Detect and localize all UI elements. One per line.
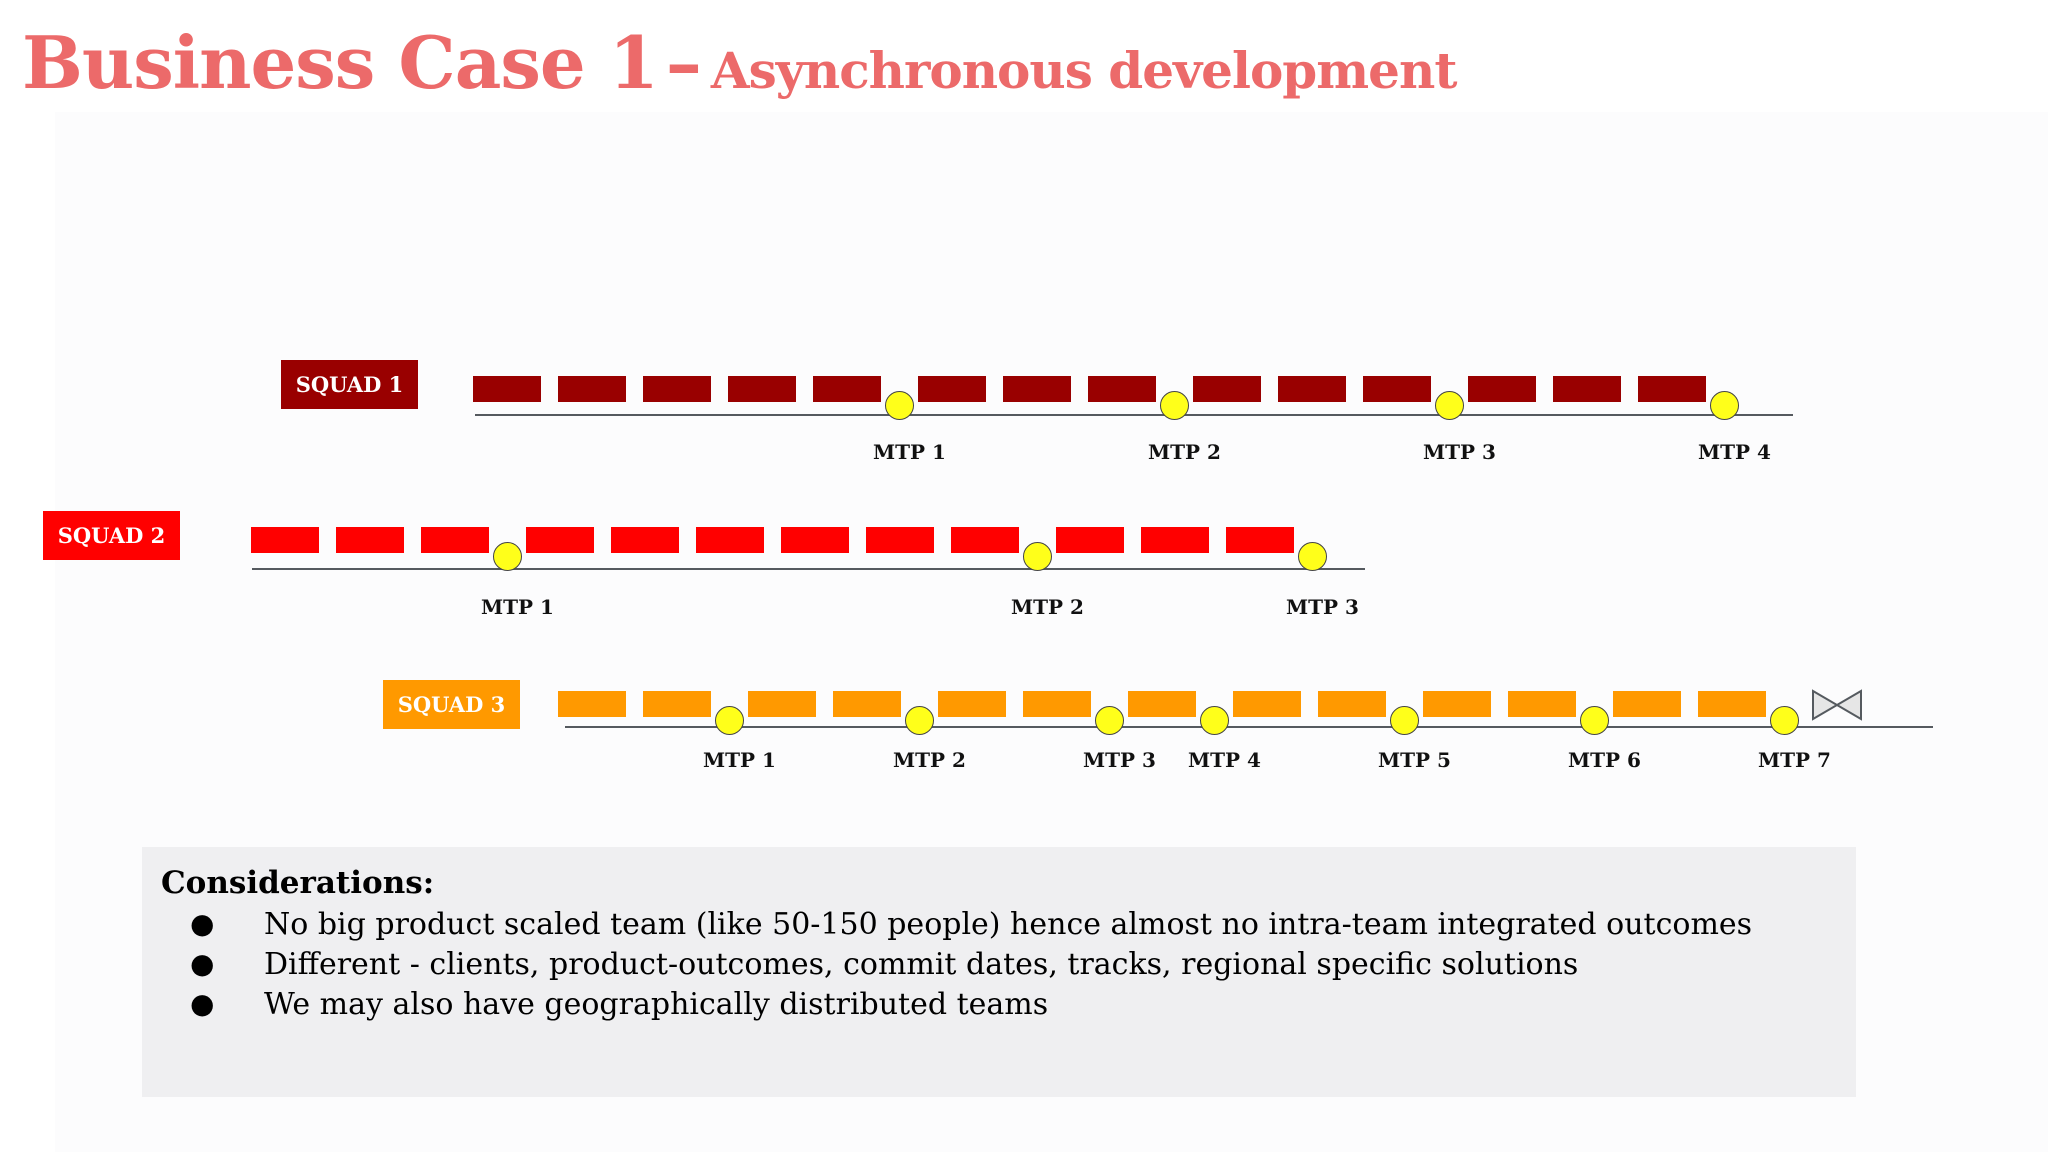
milestone-dot [1390, 705, 1419, 735]
sprint-block [1508, 691, 1576, 717]
milestone-label: MTP 5 [1378, 748, 1451, 772]
sprint-block [643, 691, 711, 717]
considerations-list: ● No big product scaled team (like 50-15… [142, 907, 1856, 1027]
milestone-label: MTP 6 [1568, 748, 1641, 772]
milestone-label: MTP 7 [1758, 748, 1831, 772]
squad-badge: SQUAD 2 [43, 511, 180, 560]
sprint-block [1553, 376, 1621, 402]
title-separator: – [665, 20, 702, 105]
sprint-block [1698, 691, 1766, 717]
timeline-axis [565, 726, 1933, 728]
sprint-block [1193, 376, 1261, 402]
sprint-block [1468, 376, 1536, 402]
sprint-block [951, 527, 1019, 553]
sprint-block [1056, 527, 1124, 553]
sprint-block [1423, 691, 1491, 717]
bowtie-icon [1812, 689, 1862, 721]
consideration-item: ● Different - clients, product-outcomes,… [142, 947, 1856, 987]
milestone-dot [1580, 705, 1609, 735]
sprint-block [696, 527, 764, 553]
milestone-label: MTP 3 [1286, 595, 1359, 619]
sprint-block [748, 691, 816, 717]
sprint-block [1638, 376, 1706, 402]
sprint-block [421, 527, 489, 553]
consideration-text: Different - clients, product-outcomes, c… [264, 947, 1579, 982]
sprint-block [918, 376, 986, 402]
bullet-icon: ● [190, 907, 215, 940]
bullet-icon: ● [190, 987, 215, 1020]
milestone-label: MTP 2 [1148, 440, 1221, 464]
milestone-dot [1023, 541, 1052, 571]
milestone-label: MTP 4 [1188, 748, 1261, 772]
milestone-dot [1710, 390, 1739, 420]
sprint-block [558, 691, 626, 717]
milestone-dot [1095, 705, 1124, 735]
milestone-label: MTP 3 [1423, 440, 1496, 464]
sprint-block [728, 376, 796, 402]
sprint-block [611, 527, 679, 553]
sprint-block [866, 527, 934, 553]
sprint-block [1318, 691, 1386, 717]
sprint-block [1226, 527, 1294, 553]
milestone-dot [1200, 705, 1229, 735]
considerations-box: Considerations: ● No big product scaled … [142, 847, 1856, 1097]
title-subtitle: Asynchronous development [710, 41, 1458, 100]
sprint-block [1128, 691, 1196, 717]
sprint-block [1023, 691, 1091, 717]
milestone-dot [715, 705, 744, 735]
milestone-label: MTP 4 [1698, 440, 1771, 464]
sprint-block [558, 376, 626, 402]
timeline-axis [252, 568, 1365, 570]
milestone-dot [1770, 705, 1799, 735]
sprint-block [336, 527, 404, 553]
sprint-block [473, 376, 541, 402]
milestone-dot [885, 390, 914, 420]
milestone-label: MTP 2 [893, 748, 966, 772]
milestone-label: MTP 3 [1083, 748, 1156, 772]
sprint-block [833, 691, 901, 717]
sprint-block [1233, 691, 1301, 717]
milestone-dot [1435, 390, 1464, 420]
consideration-item: ● No big product scaled team (like 50-15… [142, 907, 1856, 947]
milestone-label: MTP 1 [703, 748, 776, 772]
milestone-label: MTP 2 [1011, 595, 1084, 619]
sprint-block [643, 376, 711, 402]
milestone-label: MTP 1 [481, 595, 554, 619]
consideration-text: We may also have geographically distribu… [264, 987, 1049, 1022]
sprint-block [1141, 527, 1209, 553]
bullet-icon: ● [190, 947, 215, 980]
milestone-dot [1298, 541, 1327, 571]
milestone-label: MTP 1 [873, 440, 946, 464]
sprint-block [1613, 691, 1681, 717]
sprint-block [813, 376, 881, 402]
squad-badge: SQUAD 3 [383, 680, 520, 729]
title-main: Business Case 1 [22, 20, 659, 105]
sprint-block [781, 527, 849, 553]
milestone-dot [493, 541, 522, 571]
sprint-block [1088, 376, 1156, 402]
sprint-block [251, 527, 319, 553]
sprint-block [526, 527, 594, 553]
slide-title: Business Case 1– Asynchronous development [22, 20, 1458, 105]
milestone-dot [905, 705, 934, 735]
consideration-item: ● We may also have geographically distri… [142, 987, 1856, 1027]
timeline-axis [475, 414, 1793, 416]
sprint-block [938, 691, 1006, 717]
sprint-block [1363, 376, 1431, 402]
sprint-block [1003, 376, 1071, 402]
considerations-title: Considerations: [161, 865, 435, 901]
consideration-text: No big product scaled team (like 50-150 … [264, 907, 1753, 942]
milestone-dot [1160, 390, 1189, 420]
squad-badge: SQUAD 1 [281, 360, 418, 409]
sprint-block [1278, 376, 1346, 402]
